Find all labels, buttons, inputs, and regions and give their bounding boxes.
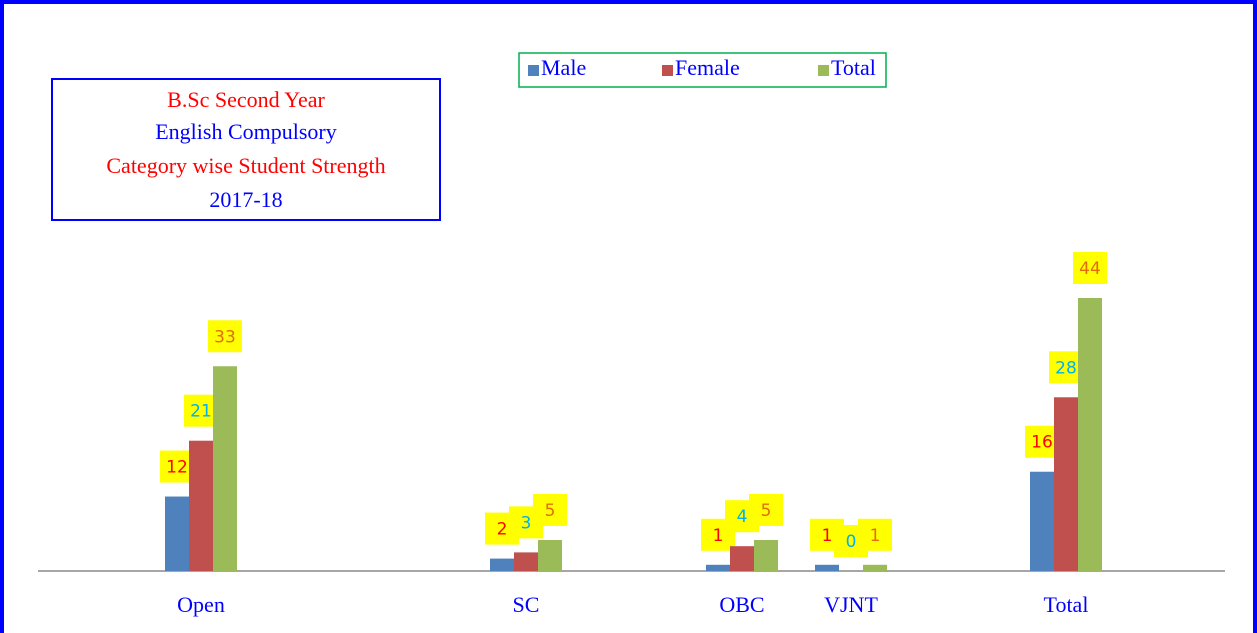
bar [1078, 298, 1102, 571]
x-tick-label: SC [513, 592, 540, 617]
bar [189, 440, 213, 571]
data-label-bg [1073, 252, 1107, 284]
data-label: 1 [713, 526, 724, 546]
x-tick-label: Open [177, 592, 225, 617]
legend-swatch [818, 65, 829, 76]
bar [165, 496, 189, 571]
title-box [51, 78, 441, 221]
title-line: B.Sc Second Year [167, 87, 325, 112]
bar [863, 564, 887, 571]
data-label: 33 [214, 327, 236, 347]
data-label-bg [1049, 351, 1083, 384]
data-label: 4 [737, 507, 748, 527]
legend-swatch [528, 65, 539, 76]
data-label-bg [184, 394, 218, 427]
data-label: 44 [1079, 259, 1101, 279]
legend-label: Total [831, 55, 876, 80]
data-label: 2 [497, 520, 508, 540]
data-label: 12 [166, 458, 188, 478]
x-tick-label: OBC [719, 592, 764, 617]
bar [1054, 397, 1078, 571]
data-label: 28 [1055, 358, 1077, 378]
data-label: 21 [190, 402, 212, 422]
bar [213, 366, 237, 571]
bar [706, 564, 730, 571]
data-label-bg [533, 493, 567, 526]
legend-label: Male [541, 55, 586, 80]
bar [1030, 471, 1054, 571]
bar [538, 539, 562, 571]
title-line: 2017-18 [209, 187, 282, 212]
data-label: 5 [545, 501, 556, 521]
bar [514, 552, 538, 571]
bar [754, 539, 778, 571]
bar [730, 546, 754, 571]
data-label-bg [208, 320, 242, 353]
data-label-bg [858, 518, 892, 551]
title-line: Category wise Student Strength [106, 153, 385, 178]
data-label: 16 [1031, 433, 1053, 453]
data-label-bg [1025, 425, 1059, 458]
legend-swatch [662, 65, 673, 76]
data-label: 1 [822, 526, 833, 546]
data-label: 5 [761, 501, 772, 521]
x-tick-label: VJNT [824, 592, 878, 617]
bar [490, 558, 514, 571]
legend-label: Female [675, 55, 740, 80]
data-label: 1 [870, 526, 881, 546]
bar [815, 564, 839, 571]
title-line: English Compulsory [155, 119, 337, 144]
data-label-bg [160, 450, 194, 483]
data-label: 3 [521, 513, 532, 533]
x-tick-label: Total [1044, 592, 1089, 617]
data-label: 0 [846, 532, 857, 552]
data-label-bg [749, 493, 783, 526]
